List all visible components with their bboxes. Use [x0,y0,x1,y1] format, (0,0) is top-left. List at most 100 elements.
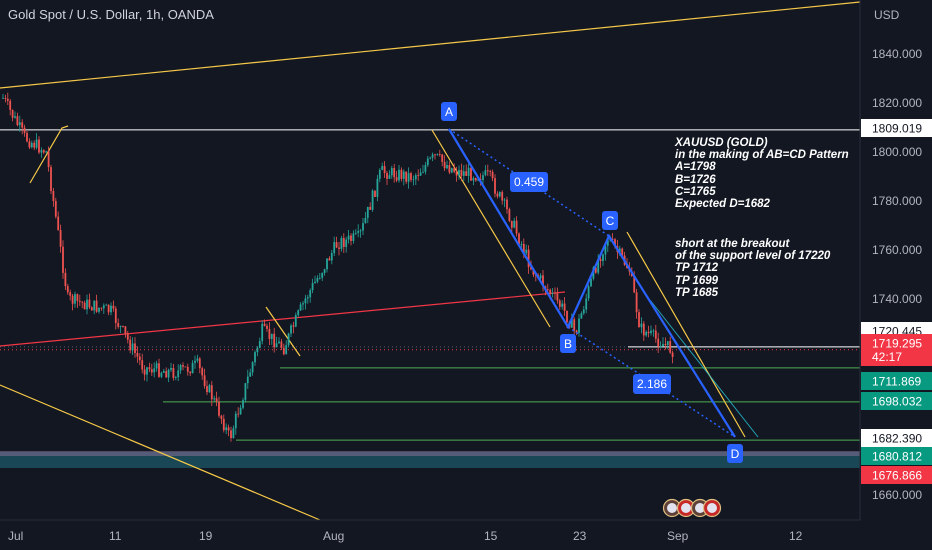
candle-body [407,173,410,182]
candle-body [345,239,348,247]
candle-body [16,116,19,126]
candle-body [652,330,655,332]
candle-body [474,178,477,181]
candle-body [376,178,379,197]
price-label-box[interactable] [861,447,932,465]
candle-body [52,191,55,201]
point-a-marker[interactable] [441,102,457,121]
candle-body [194,360,196,363]
candle-body [563,303,566,311]
candle-body [558,300,561,307]
candle-body [100,307,103,309]
candle-body [131,343,134,351]
time-tick-label: Aug [323,529,344,543]
time-tick-label: Jul [8,529,23,543]
channel-line-3 [431,129,551,328]
candle-body [266,325,268,329]
candle-body [126,333,129,340]
candle-body [465,171,468,176]
candle-body [174,377,177,378]
candle-body [405,171,408,182]
time-tick-label: 11 [109,529,122,543]
candle-body [302,303,304,305]
candle-body [398,169,400,181]
candle-body [292,325,295,327]
candle-body [532,269,535,275]
point-c-marker[interactable] [602,211,618,230]
upper-trendline [0,1,861,89]
candle-body [119,325,122,327]
candle-body [62,246,64,273]
price-label-box[interactable] [861,392,932,410]
candle-body [494,178,496,194]
candle-body [666,341,669,345]
candle-body [210,385,213,400]
candle-body [239,407,242,415]
candle-body [561,303,564,307]
event-flag-icon [667,503,677,513]
candle-body [6,98,9,101]
candle-body [556,293,559,301]
pattern-note-line: in the making of AB=CD Pattern [675,149,849,162]
candle-body [90,307,93,311]
point-b-marker[interactable] [560,334,576,353]
candle-body [38,139,40,153]
bd-ratio-line [567,326,736,438]
price-label-box[interactable] [861,466,932,484]
candle-body [182,365,184,367]
candle-body [590,278,592,287]
candle-body [508,209,511,222]
candle-body [381,166,384,170]
candle-body [143,369,146,375]
point-d-marker[interactable] [727,444,743,463]
time-axis[interactable] [0,520,932,550]
price-label-box[interactable] [861,119,932,137]
candle-body [496,193,499,197]
candle-body [513,220,516,228]
candle-body [282,347,285,355]
candle-body [599,259,602,261]
candle-body [662,344,664,347]
candle-body [170,368,172,370]
candle-body [141,360,144,370]
ratio-badge[interactable] [633,374,671,394]
candle-body [614,239,616,247]
candle-body [76,294,79,301]
candle-body [369,206,372,210]
ratio-badge[interactable] [510,172,548,192]
candle-body [455,171,458,176]
candle-body [419,172,422,176]
candle-body [326,258,328,270]
candle-body [501,192,504,201]
price-label-box[interactable] [861,334,932,366]
candle-body [554,292,556,294]
price-label-box[interactable] [861,372,932,390]
candle-body [263,323,266,326]
candle-body [400,169,403,179]
channel-line-1 [29,125,69,184]
candle-body [314,281,316,284]
candle-body [633,276,636,293]
candle-body [434,154,436,156]
candle-body [570,319,573,328]
chart-title: Gold Spot / U.S. Dollar, 1h, OANDA [8,7,214,22]
candle-body [40,150,43,153]
candle-body [638,312,640,328]
candle-body [450,168,453,173]
trade-note-line: short at the breakout [675,238,790,250]
candle-body [102,305,105,309]
candle-body [136,352,139,357]
price-tick-label: 1740.000 [872,292,922,306]
candle-body [268,328,271,339]
candle-body [280,341,283,348]
candle-body [162,371,165,373]
candle-body [172,368,175,378]
point-a-label: A [445,105,453,119]
candle-body [338,247,340,249]
price-label-box[interactable] [861,429,932,447]
candle-body [518,233,520,245]
support-trendline [0,291,566,347]
candle-body [81,301,84,303]
candle-body [220,415,223,419]
